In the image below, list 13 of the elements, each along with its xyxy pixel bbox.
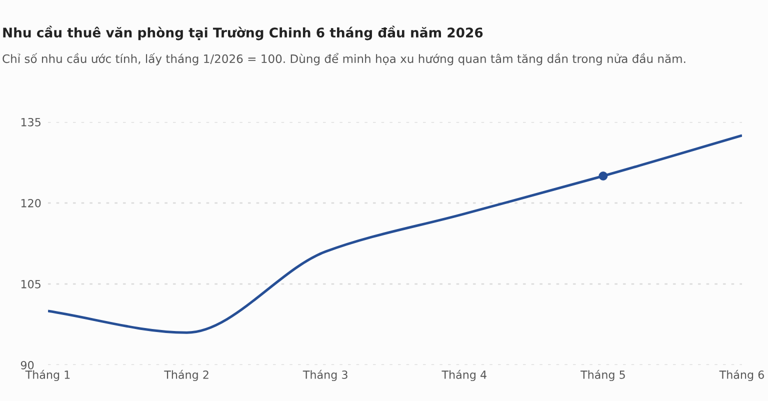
x-tick-label: Tháng 5 <box>580 370 625 382</box>
chart-subtitle: Chỉ số nhu cầu ước tính, lấy tháng 1/2026 = 100. Dùng để minh họa xu hướng quan tâm tăng dần trong nửa đầu năm. <box>2 53 686 66</box>
x-tick-label: Tháng 1 <box>25 370 70 382</box>
x-tick-label: Tháng 3 <box>302 370 348 382</box>
x-tick-label: Tháng 2 <box>164 370 208 382</box>
x-tick-label: Tháng 4 <box>442 370 486 382</box>
y-tick-label: 135 <box>21 118 40 126</box>
x-tick-label: Tháng 6 <box>719 370 764 382</box>
y-tick-label: 90 <box>20 360 34 370</box>
y-tick-label: 120 <box>21 198 41 208</box>
y-tick-label: 105 <box>21 280 40 288</box>
line-series <box>48 134 742 334</box>
chart-title: Nhu cầu thuê văn phòng tại Trường Chinh 6 tháng đầu năm 2026 <box>3 26 483 40</box>
